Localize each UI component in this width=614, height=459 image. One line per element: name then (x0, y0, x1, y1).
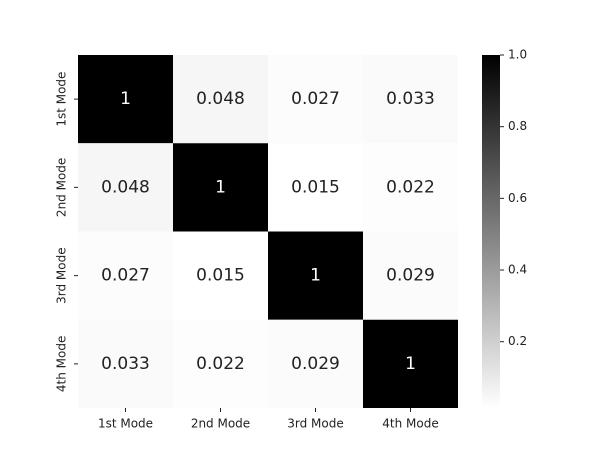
y-tick-label: 4th Mode (55, 336, 69, 392)
cell-label: 0.029 (291, 354, 340, 374)
heatmap-cell (78, 319, 173, 408)
cell-label: 0.033 (101, 354, 150, 374)
heatmap-cell (173, 55, 268, 144)
heatmap-cell (78, 231, 173, 320)
heatmap-cell (363, 319, 458, 408)
heatmap-cell (268, 319, 363, 408)
cell-label: 1 (120, 89, 131, 109)
heatmap-cell (268, 143, 363, 232)
cell-label: 0.029 (386, 266, 435, 286)
cell-label: 1 (310, 266, 321, 286)
heatmap-cell (173, 231, 268, 320)
cell-label: 0.027 (291, 89, 340, 109)
cell-label: 0.015 (291, 177, 340, 197)
heatmap-cell (173, 319, 268, 408)
cell-label: 0.048 (101, 177, 150, 197)
heatmap-cell (78, 55, 173, 144)
cell-label: 0.027 (101, 266, 150, 286)
colorbar-tick-label: 1.0 (508, 48, 527, 62)
y-tick-label: 3rd Mode (55, 247, 69, 303)
x-tick-label: 4th Mode (382, 417, 438, 431)
colorbar-tick-label: 0.4 (508, 263, 527, 277)
x-tick-label: 1st Mode (98, 417, 153, 431)
cell-label: 0.033 (386, 89, 435, 109)
x-tick-label: 3rd Mode (287, 417, 343, 431)
colorbar-tick-label: 0.6 (508, 191, 527, 205)
cell-label: 1 (215, 177, 226, 197)
heatmap-cell (363, 143, 458, 232)
cell-label: 0.015 (196, 266, 245, 286)
heatmap-cell (268, 231, 363, 320)
colorbar (482, 55, 500, 408)
heatmap-cell (78, 143, 173, 232)
cell-label: 0.022 (386, 177, 435, 197)
colorbar-tick-label: 0.8 (508, 119, 527, 133)
heatmap-cell (363, 231, 458, 320)
y-tick-label: 1st Mode (55, 72, 69, 127)
y-tick-label: 2nd Mode (55, 158, 69, 217)
cell-label: 0.022 (196, 354, 245, 374)
x-tick-label: 2nd Mode (191, 417, 250, 431)
cell-label: 0.048 (196, 89, 245, 109)
heatmap-cell (173, 143, 268, 232)
heatmap-cell (363, 55, 458, 144)
cell-label: 1 (405, 354, 416, 374)
heatmap-cell (268, 55, 363, 144)
colorbar-tick-label: 0.2 (508, 334, 527, 348)
